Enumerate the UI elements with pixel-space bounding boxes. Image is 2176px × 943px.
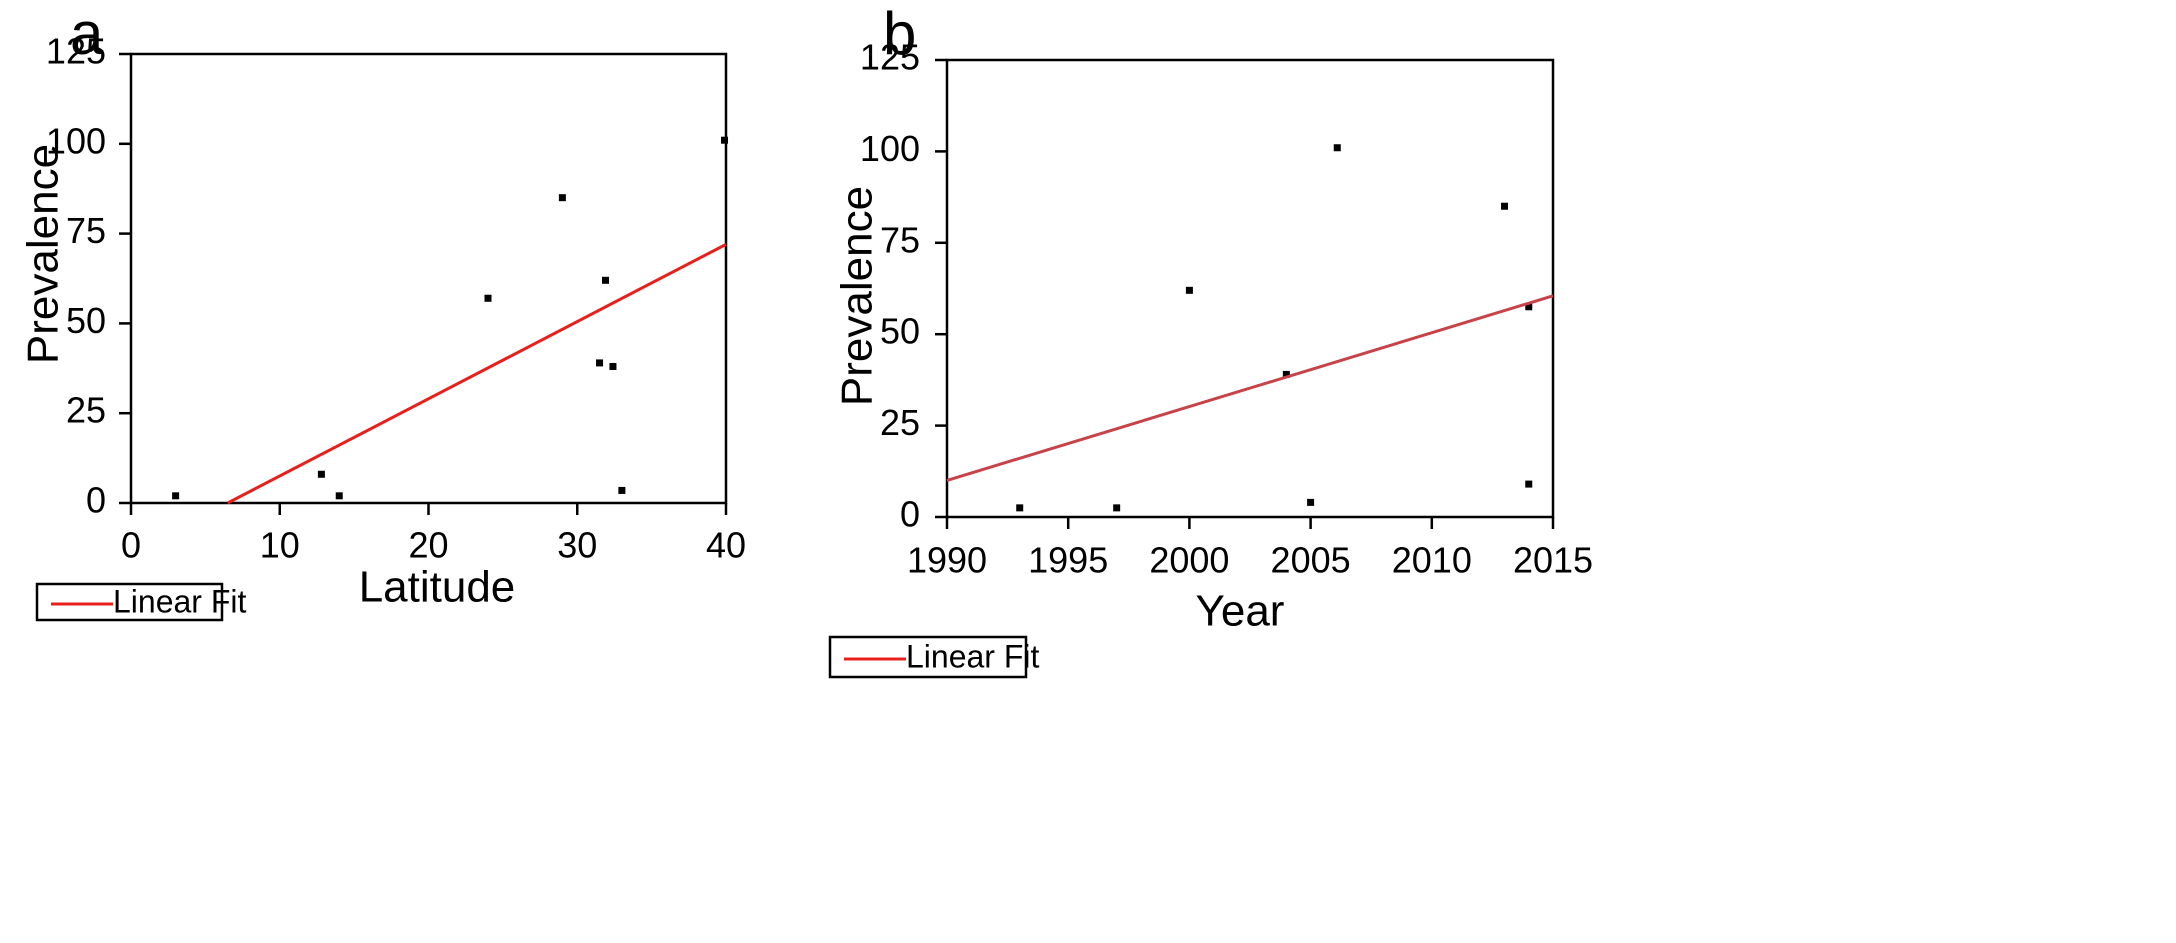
legend-box [828, 635, 1028, 679]
legend: Linear Fit [828, 635, 1040, 679]
x-tick-label: 0 [121, 525, 141, 566]
y-tick-label: 50 [880, 311, 920, 352]
x-tick-label: 1995 [1028, 540, 1108, 581]
y-tick-label: 25 [880, 402, 920, 443]
y-axis-title: Prevalence [19, 144, 68, 364]
data-point [721, 136, 729, 144]
data-point [1333, 144, 1341, 152]
plot-frame [945, 58, 1555, 519]
y-tick-label: 100 [46, 120, 106, 161]
data-point [618, 486, 626, 494]
data-point [1185, 286, 1193, 294]
x-tick-label: 2015 [1513, 540, 1593, 581]
panel-label: a [70, 0, 104, 67]
y-tick-label: 25 [66, 390, 106, 431]
legend: Linear Fit [35, 582, 247, 622]
linear-fit-line [226, 243, 727, 505]
data-point [317, 470, 325, 478]
chart-panel-a: a 0 25 50 75 100 125 0 10 20 30 40 Latitude Prevalenc… [19, 0, 746, 622]
legend-label: Linear Fit [906, 638, 1040, 674]
x-tick-label: 10 [260, 525, 300, 566]
x-axis-title: Year [1196, 587, 1285, 636]
data-point [1282, 370, 1290, 378]
y-tick-label: 50 [66, 300, 106, 341]
x-tick-label: 20 [408, 525, 448, 566]
y-tick-label: 100 [860, 128, 920, 169]
x-tick-label: 2010 [1392, 540, 1472, 581]
data-point [596, 359, 604, 367]
legend-box [35, 582, 224, 622]
chart-panel-b: b 0 25 50 75 100 125 1990 1995 2000 2005 2010 2015 Ye… [828, 0, 1593, 679]
panel-label: b [883, 0, 916, 67]
data-point [609, 363, 617, 371]
data-point [1525, 303, 1533, 311]
x-tick-label: 2005 [1271, 540, 1351, 581]
y-tick-label: 0 [900, 494, 920, 535]
data-point [335, 492, 343, 500]
data-point [1307, 498, 1315, 506]
x-axis-title: Latitude [359, 563, 516, 612]
data-point [558, 194, 566, 202]
legend-label: Linear Fit [113, 583, 247, 619]
y-tick-label: 75 [66, 210, 106, 251]
linear-fit-line [946, 294, 1554, 482]
y-tick-label: 0 [86, 480, 106, 521]
data-point [1501, 202, 1509, 210]
data-point [1525, 480, 1533, 488]
y-axis-title: Prevalence [833, 186, 882, 406]
y-tick-label: 125 [46, 31, 106, 72]
data-point [1016, 504, 1024, 512]
plot-frame [129, 52, 728, 505]
data-point [484, 294, 492, 302]
data-point [602, 276, 610, 284]
x-tick-label: 40 [706, 525, 746, 566]
y-tick-label: 125 [860, 37, 920, 78]
x-tick-label: 1990 [907, 540, 987, 581]
data-point [1113, 504, 1121, 512]
x-tick-label: 30 [557, 525, 597, 566]
x-tick-label: 2000 [1149, 540, 1229, 581]
data-point [172, 492, 180, 500]
y-tick-label: 75 [880, 219, 920, 260]
